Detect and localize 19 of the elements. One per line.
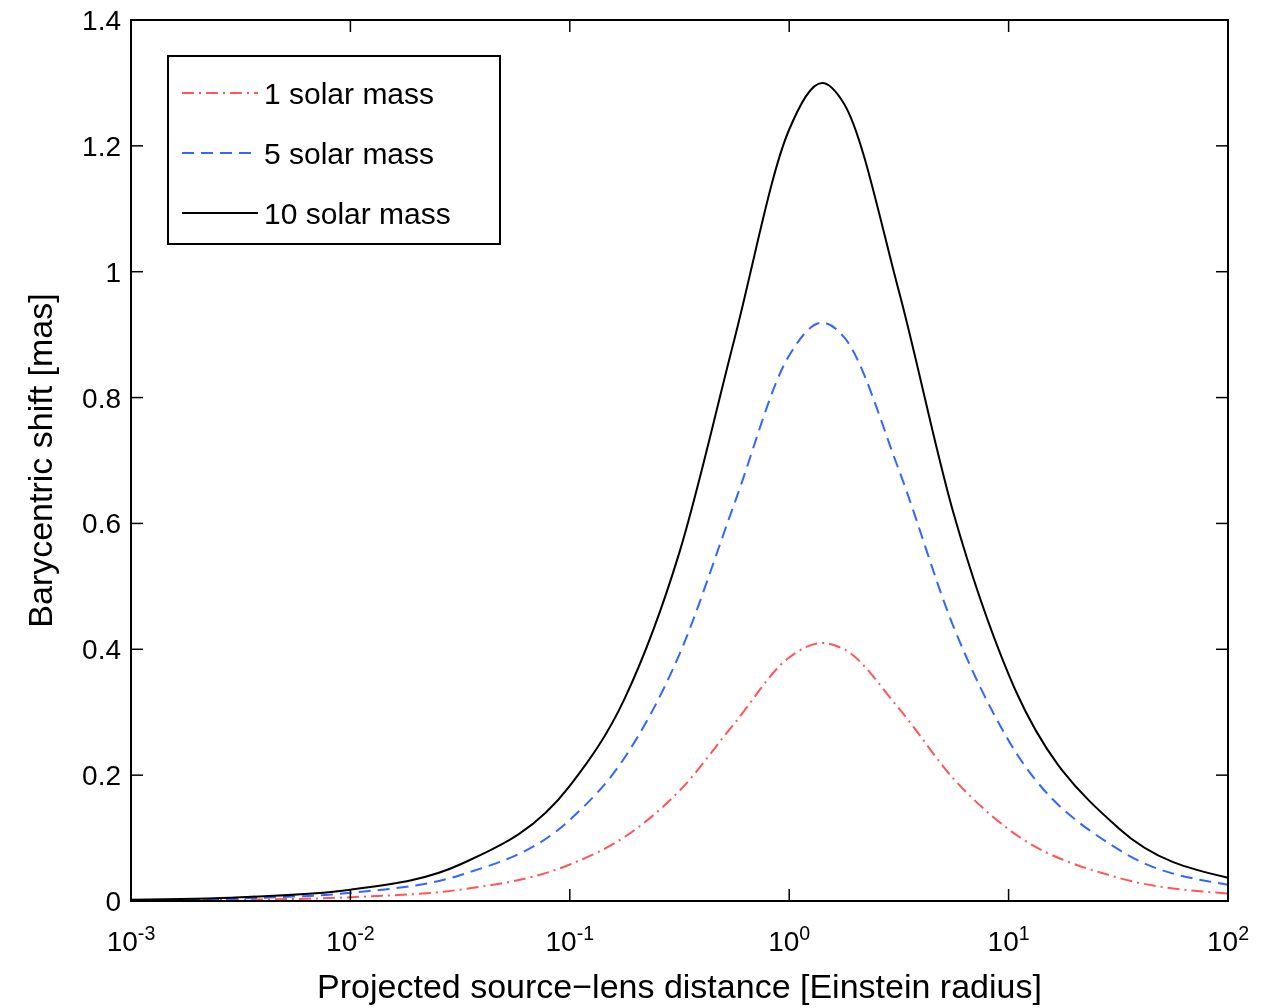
y-tick-label: 1.2 [82, 130, 121, 162]
y-tick-label: 0 [105, 886, 121, 917]
x-tick-label: 10$^{-3}$ [106, 922, 156, 957]
y-tick-label: 0.2 [82, 760, 121, 792]
y-tick-label: 0.8 [82, 382, 121, 414]
x-tick-label: 10$^{0}$ [768, 922, 811, 957]
legend-label: 1 solar mass [264, 77, 435, 110]
x-tick-label: 10$^{2}$ [1206, 922, 1250, 957]
x-tick-label: 10$^{-2}$ [326, 922, 375, 957]
y-tick-label: 1.4 [82, 5, 121, 36]
x-tick-label: 10$^{1}$ [987, 922, 1030, 957]
x-tick-label: 10$^{-1}$ [545, 922, 595, 957]
y-axis-title: Barycentric shift [mas] [21, 293, 59, 628]
y-tick-label: 0.4 [82, 634, 121, 666]
y-tick-label: 1 [105, 256, 121, 288]
x-axis-title: Projected source−lens distance [Einstein radius] [317, 967, 1042, 1005]
y-tick-label: 0.6 [82, 508, 121, 540]
legend-label: 10 solar mass [264, 197, 451, 230]
legend-label: 5 solar mass [264, 137, 435, 170]
